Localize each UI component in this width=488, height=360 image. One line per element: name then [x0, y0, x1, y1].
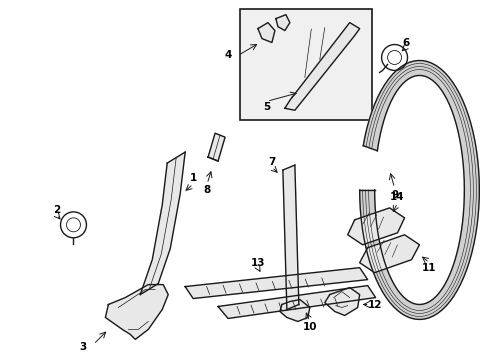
- Text: 3: 3: [79, 342, 86, 352]
- Polygon shape: [185, 268, 367, 298]
- Polygon shape: [140, 152, 185, 294]
- Polygon shape: [359, 235, 419, 273]
- Polygon shape: [279, 300, 309, 321]
- Text: 4: 4: [224, 50, 231, 60]
- Text: 7: 7: [268, 157, 275, 167]
- Text: 11: 11: [421, 263, 436, 273]
- Polygon shape: [218, 285, 375, 319]
- Text: 10: 10: [302, 323, 316, 332]
- Text: 12: 12: [366, 300, 381, 310]
- Polygon shape: [105, 285, 168, 339]
- Polygon shape: [359, 60, 478, 319]
- Text: 14: 14: [389, 192, 404, 202]
- Polygon shape: [285, 23, 359, 110]
- Polygon shape: [275, 15, 289, 31]
- Text: 5: 5: [263, 102, 270, 112]
- Text: 13: 13: [250, 258, 264, 268]
- Polygon shape: [324, 288, 359, 315]
- Polygon shape: [208, 133, 224, 161]
- Text: 8: 8: [203, 185, 210, 195]
- Polygon shape: [347, 208, 404, 245]
- Text: 2: 2: [53, 205, 60, 215]
- Bar: [240, 9, 371, 120]
- Text: 6: 6: [401, 37, 408, 48]
- Text: 1: 1: [189, 173, 196, 183]
- Text: 9: 9: [390, 190, 397, 200]
- Polygon shape: [258, 23, 274, 42]
- Polygon shape: [283, 165, 298, 310]
